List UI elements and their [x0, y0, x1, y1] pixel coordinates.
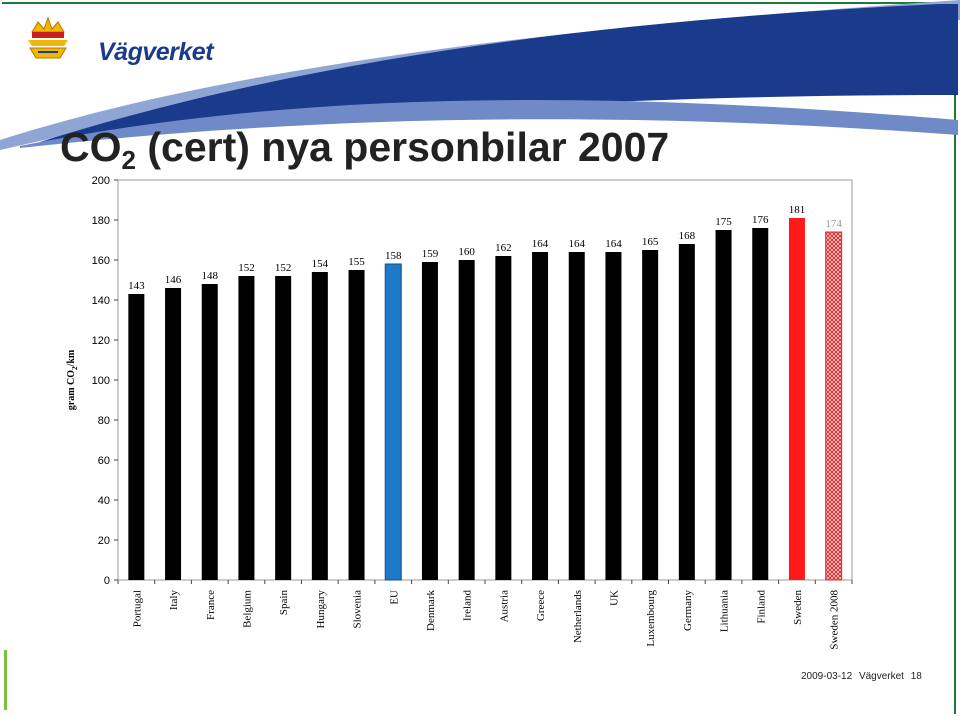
bar-luxembourg	[642, 250, 659, 580]
y-tick-label: 20	[98, 535, 110, 547]
plot-area	[117, 179, 853, 581]
category-label: Austria	[498, 590, 510, 623]
value-label: 160	[458, 246, 475, 258]
bar-slovenia	[348, 270, 365, 580]
bar-greece	[532, 252, 549, 580]
y-tick-label: 60	[98, 455, 110, 467]
value-label: 181	[789, 204, 806, 216]
header-swoosh	[0, 0, 960, 150]
value-label: 164	[532, 238, 549, 250]
category-label: EU	[388, 590, 400, 605]
bar-portugal	[128, 294, 145, 580]
value-label: 168	[679, 230, 696, 242]
category-label: Luxembourg	[645, 590, 657, 647]
bar-austria	[495, 256, 512, 580]
bar-eu	[384, 263, 402, 581]
value-label: 174	[825, 218, 842, 230]
y-tick-label: 160	[92, 255, 110, 267]
category-label: Italy	[168, 590, 180, 611]
vagverket-logo: Vägverket	[24, 14, 224, 66]
category-label: Belgium	[241, 590, 253, 628]
y-tick-label: 120	[92, 335, 110, 347]
y-tick-label: 80	[98, 415, 110, 427]
bar-sweden	[788, 218, 805, 580]
title-rest: (cert) nya personbilar 2007	[135, 124, 670, 170]
swoosh-mid	[20, 100, 958, 148]
category-label: Slovenia	[352, 590, 364, 629]
bar-germany	[678, 244, 695, 580]
footer-page: 18	[910, 671, 922, 682]
category-label: Netherlands	[572, 590, 584, 643]
footer-date: 2009-03-12	[801, 671, 853, 682]
slide-title: CO2 (cert) nya personbilar 2007	[60, 124, 669, 176]
bar-france	[201, 284, 218, 580]
title-subscript: 2	[121, 145, 136, 175]
bar-hungary	[311, 272, 328, 580]
crown-emblem-icon	[28, 16, 68, 59]
bar-lithuania	[715, 230, 732, 580]
y-axis: 0 20 40 60 80 100 120 140 160 180 200	[92, 175, 118, 587]
footer: 2009-03-12 Vägverket 18	[801, 671, 926, 682]
value-label: 148	[202, 270, 219, 282]
value-label: 143	[128, 280, 145, 292]
value-label: 155	[348, 256, 365, 268]
category-label: Sweden 2008	[829, 590, 841, 650]
category-label: Sweden	[792, 590, 804, 625]
logo-text: Vägverket	[98, 38, 214, 66]
bar-denmark	[421, 262, 438, 580]
value-labels: 143 146 148 152 152 154 155 158 159 160 162 164 164 1…	[128, 204, 842, 292]
swoosh-dark	[40, 4, 958, 145]
y-tick-label: 140	[92, 295, 110, 307]
title-co: CO	[60, 124, 122, 170]
y-tick-label: 0	[104, 575, 110, 587]
bar-ireland	[458, 260, 475, 580]
bars	[128, 218, 843, 581]
value-label: 164	[605, 238, 622, 250]
value-label: 162	[495, 242, 512, 254]
footer-org: Vägverket	[858, 671, 904, 682]
x-axis-labels: Portugal Italy France Belgium Spain Hungary Sl…	[117, 580, 853, 650]
category-label: UK	[608, 590, 620, 606]
category-label: Hungary	[315, 590, 327, 629]
value-label: 165	[642, 236, 659, 248]
bar-italy	[165, 288, 182, 580]
category-label: Lithuania	[719, 590, 731, 632]
bar-uk	[605, 252, 622, 580]
value-label: 158	[385, 250, 402, 262]
category-label: Ireland	[462, 590, 474, 622]
bar-sweden-2008	[825, 231, 843, 581]
category-label: Denmark	[425, 590, 437, 631]
value-label: 154	[312, 258, 329, 270]
value-label: 159	[422, 248, 439, 260]
left-accent-bar	[4, 650, 7, 710]
category-label: Portugal	[131, 590, 143, 627]
value-label: 152	[275, 262, 292, 274]
bar-belgium	[238, 276, 255, 580]
y-tick-label: 100	[92, 375, 110, 387]
category-label: Germany	[682, 590, 694, 631]
y-axis-title: gram CO2/km	[66, 349, 79, 410]
value-label: 176	[752, 214, 769, 226]
bar-finland	[752, 228, 769, 580]
category-label: Spain	[278, 590, 290, 616]
y-tick-label: 40	[98, 495, 110, 507]
value-label: 152	[238, 262, 255, 274]
y-tick-label: 180	[92, 215, 110, 227]
category-label: Finland	[755, 590, 767, 624]
bar-netherlands	[568, 252, 585, 580]
category-label: Greece	[535, 590, 547, 621]
value-label: 175	[715, 216, 732, 228]
category-label: France	[205, 590, 217, 620]
value-label: 164	[569, 238, 586, 250]
bar-spain	[275, 276, 292, 580]
value-label: 146	[165, 274, 182, 286]
y-tick-label: 200	[92, 175, 110, 187]
